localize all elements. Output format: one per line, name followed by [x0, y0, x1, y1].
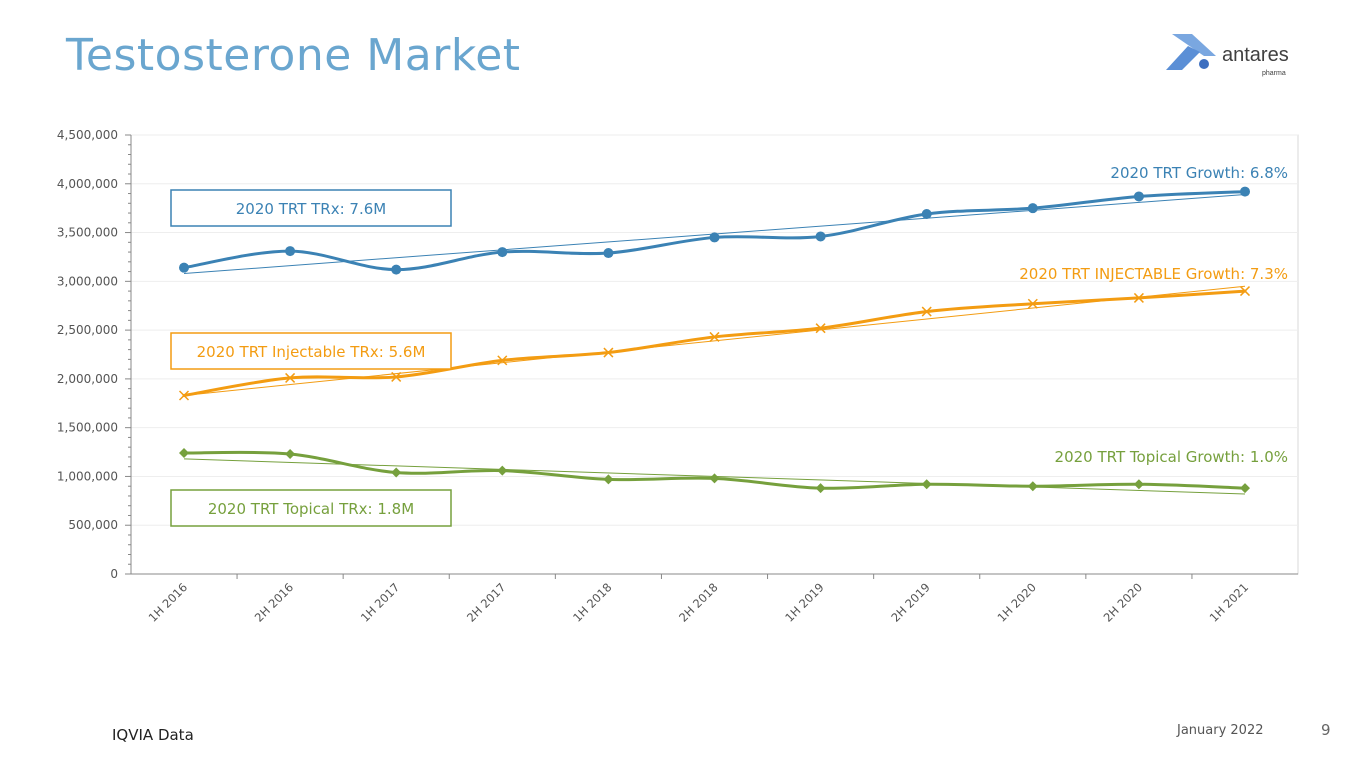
- marker-stroke: [497, 355, 508, 366]
- trt-data-point: [709, 232, 720, 243]
- marker-stroke: [1027, 298, 1038, 309]
- antares-logo: antares pharma: [1164, 30, 1304, 80]
- trt-topical-data-point: [1133, 479, 1144, 490]
- trt-data-point: [1027, 203, 1038, 214]
- x-tick-label: 2H 2020: [1101, 580, 1145, 624]
- x-tick-label: 2H 2018: [676, 580, 720, 624]
- trt-data-point: [391, 264, 402, 275]
- page-number: 9: [1321, 721, 1331, 739]
- trt-injectable-data-point: [391, 371, 402, 382]
- trt-topical-data-point: [285, 449, 296, 460]
- marker-stroke: [603, 347, 614, 358]
- trt-injectable-data-point: [603, 347, 614, 358]
- callout-label: 2020 TRT Injectable TRx: 5.6M: [197, 343, 426, 361]
- trt-topical-data-point: [603, 474, 614, 485]
- x-tick-label: 2H 2016: [252, 580, 296, 624]
- page-title: Testosterone Market: [66, 30, 521, 81]
- trt-data-point: [921, 209, 932, 220]
- trt-data-point: [285, 246, 296, 257]
- callout-label: 2020 TRT TRx: 7.6M: [236, 200, 386, 218]
- callout-label: 2020 TRT Topical TRx: 1.8M: [208, 500, 414, 518]
- marker-stroke: [815, 323, 826, 334]
- callout-border: [170, 489, 452, 527]
- y-tick-label: 500,000: [68, 518, 118, 532]
- marker-stroke: [1133, 292, 1144, 303]
- trt-topical-data-point: [179, 448, 189, 459]
- trt-topical-data-point: [497, 465, 508, 476]
- trt-topical-data-point: [815, 483, 826, 494]
- trt-data-point: [603, 248, 614, 259]
- trt-topical-data-point: [921, 479, 932, 490]
- trt-topical-data-point: [391, 467, 402, 478]
- source-note: IQVIA Data: [112, 726, 194, 744]
- y-tick-label: 3,500,000: [57, 226, 118, 240]
- y-tick-label: 0: [110, 567, 118, 581]
- trx-callout-box: 2020 TRT Topical TRx: 1.8M: [170, 489, 452, 527]
- marker-stroke: [1239, 286, 1251, 297]
- y-tick-label: 2,000,000: [57, 372, 118, 386]
- x-tick-label: 2H 2017: [464, 580, 508, 624]
- y-tick-label: 2,500,000: [57, 323, 118, 337]
- logo-wordmark: antares: [1222, 44, 1289, 66]
- trt-injectable-data-point: [1133, 292, 1144, 303]
- x-tick-label: 1H 2016: [146, 580, 190, 624]
- trt-injectable-data-point: [497, 355, 508, 366]
- trt-injectable-data-point: [1239, 286, 1251, 297]
- trt-data-point: [815, 231, 826, 242]
- growth-annotation: 2020 TRT Growth: 6.8%: [1110, 164, 1288, 182]
- logo-mark-icon: [1166, 34, 1216, 70]
- x-tick-label: 2H 2019: [888, 580, 932, 624]
- trt-injectable-data-point: [1027, 298, 1038, 309]
- x-tick-label: 1H 2020: [994, 580, 1038, 624]
- callout-border: [170, 189, 452, 227]
- x-tick-label: 1H 2018: [570, 580, 614, 624]
- marker-stroke: [709, 331, 720, 342]
- y-tick-label: 1,000,000: [57, 469, 118, 483]
- growth-annotation: 2020 TRT Topical Growth: 1.0%: [1055, 448, 1288, 466]
- x-tick-label: 1H 2021: [1207, 580, 1251, 624]
- trt-injectable-data-point: [709, 331, 720, 342]
- y-tick-label: 3,000,000: [57, 274, 118, 288]
- y-tick-label: 4,000,000: [57, 177, 118, 191]
- callout-border: [170, 332, 452, 370]
- trt-injectable-data-point: [178, 390, 190, 401]
- x-tick-label: 1H 2017: [358, 580, 402, 624]
- marker-stroke: [921, 306, 932, 317]
- trt-topical-data-point: [709, 473, 720, 484]
- trt-topical-data-point: [1240, 483, 1250, 494]
- y-tick-label: 4,500,000: [57, 128, 118, 142]
- logo-subtext: pharma: [1262, 70, 1286, 77]
- y-tick-label: 1,500,000: [57, 421, 118, 435]
- trt-data-point: [1240, 186, 1250, 197]
- trt-injectable-data-point: [921, 306, 932, 317]
- marker-stroke: [178, 390, 190, 401]
- marker-stroke: [391, 371, 402, 382]
- growth-annotation: 2020 TRT INJECTABLE Growth: 7.3%: [1019, 265, 1288, 283]
- trt-topical-data-point: [1027, 481, 1038, 492]
- trx-callout-box: 2020 TRT TRx: 7.6M: [170, 189, 452, 227]
- x-tick-label: 1H 2019: [782, 580, 826, 624]
- trt-data-point: [497, 247, 508, 258]
- trt-injectable-data-point: [285, 372, 296, 383]
- slide-date: January 2022: [1177, 723, 1264, 738]
- trt-data-point: [1133, 191, 1144, 202]
- marker-stroke: [285, 372, 296, 383]
- trt-injectable-data-point: [815, 323, 826, 334]
- trt-data-point: [179, 262, 189, 273]
- trx-callout-box: 2020 TRT Injectable TRx: 5.6M: [170, 332, 452, 370]
